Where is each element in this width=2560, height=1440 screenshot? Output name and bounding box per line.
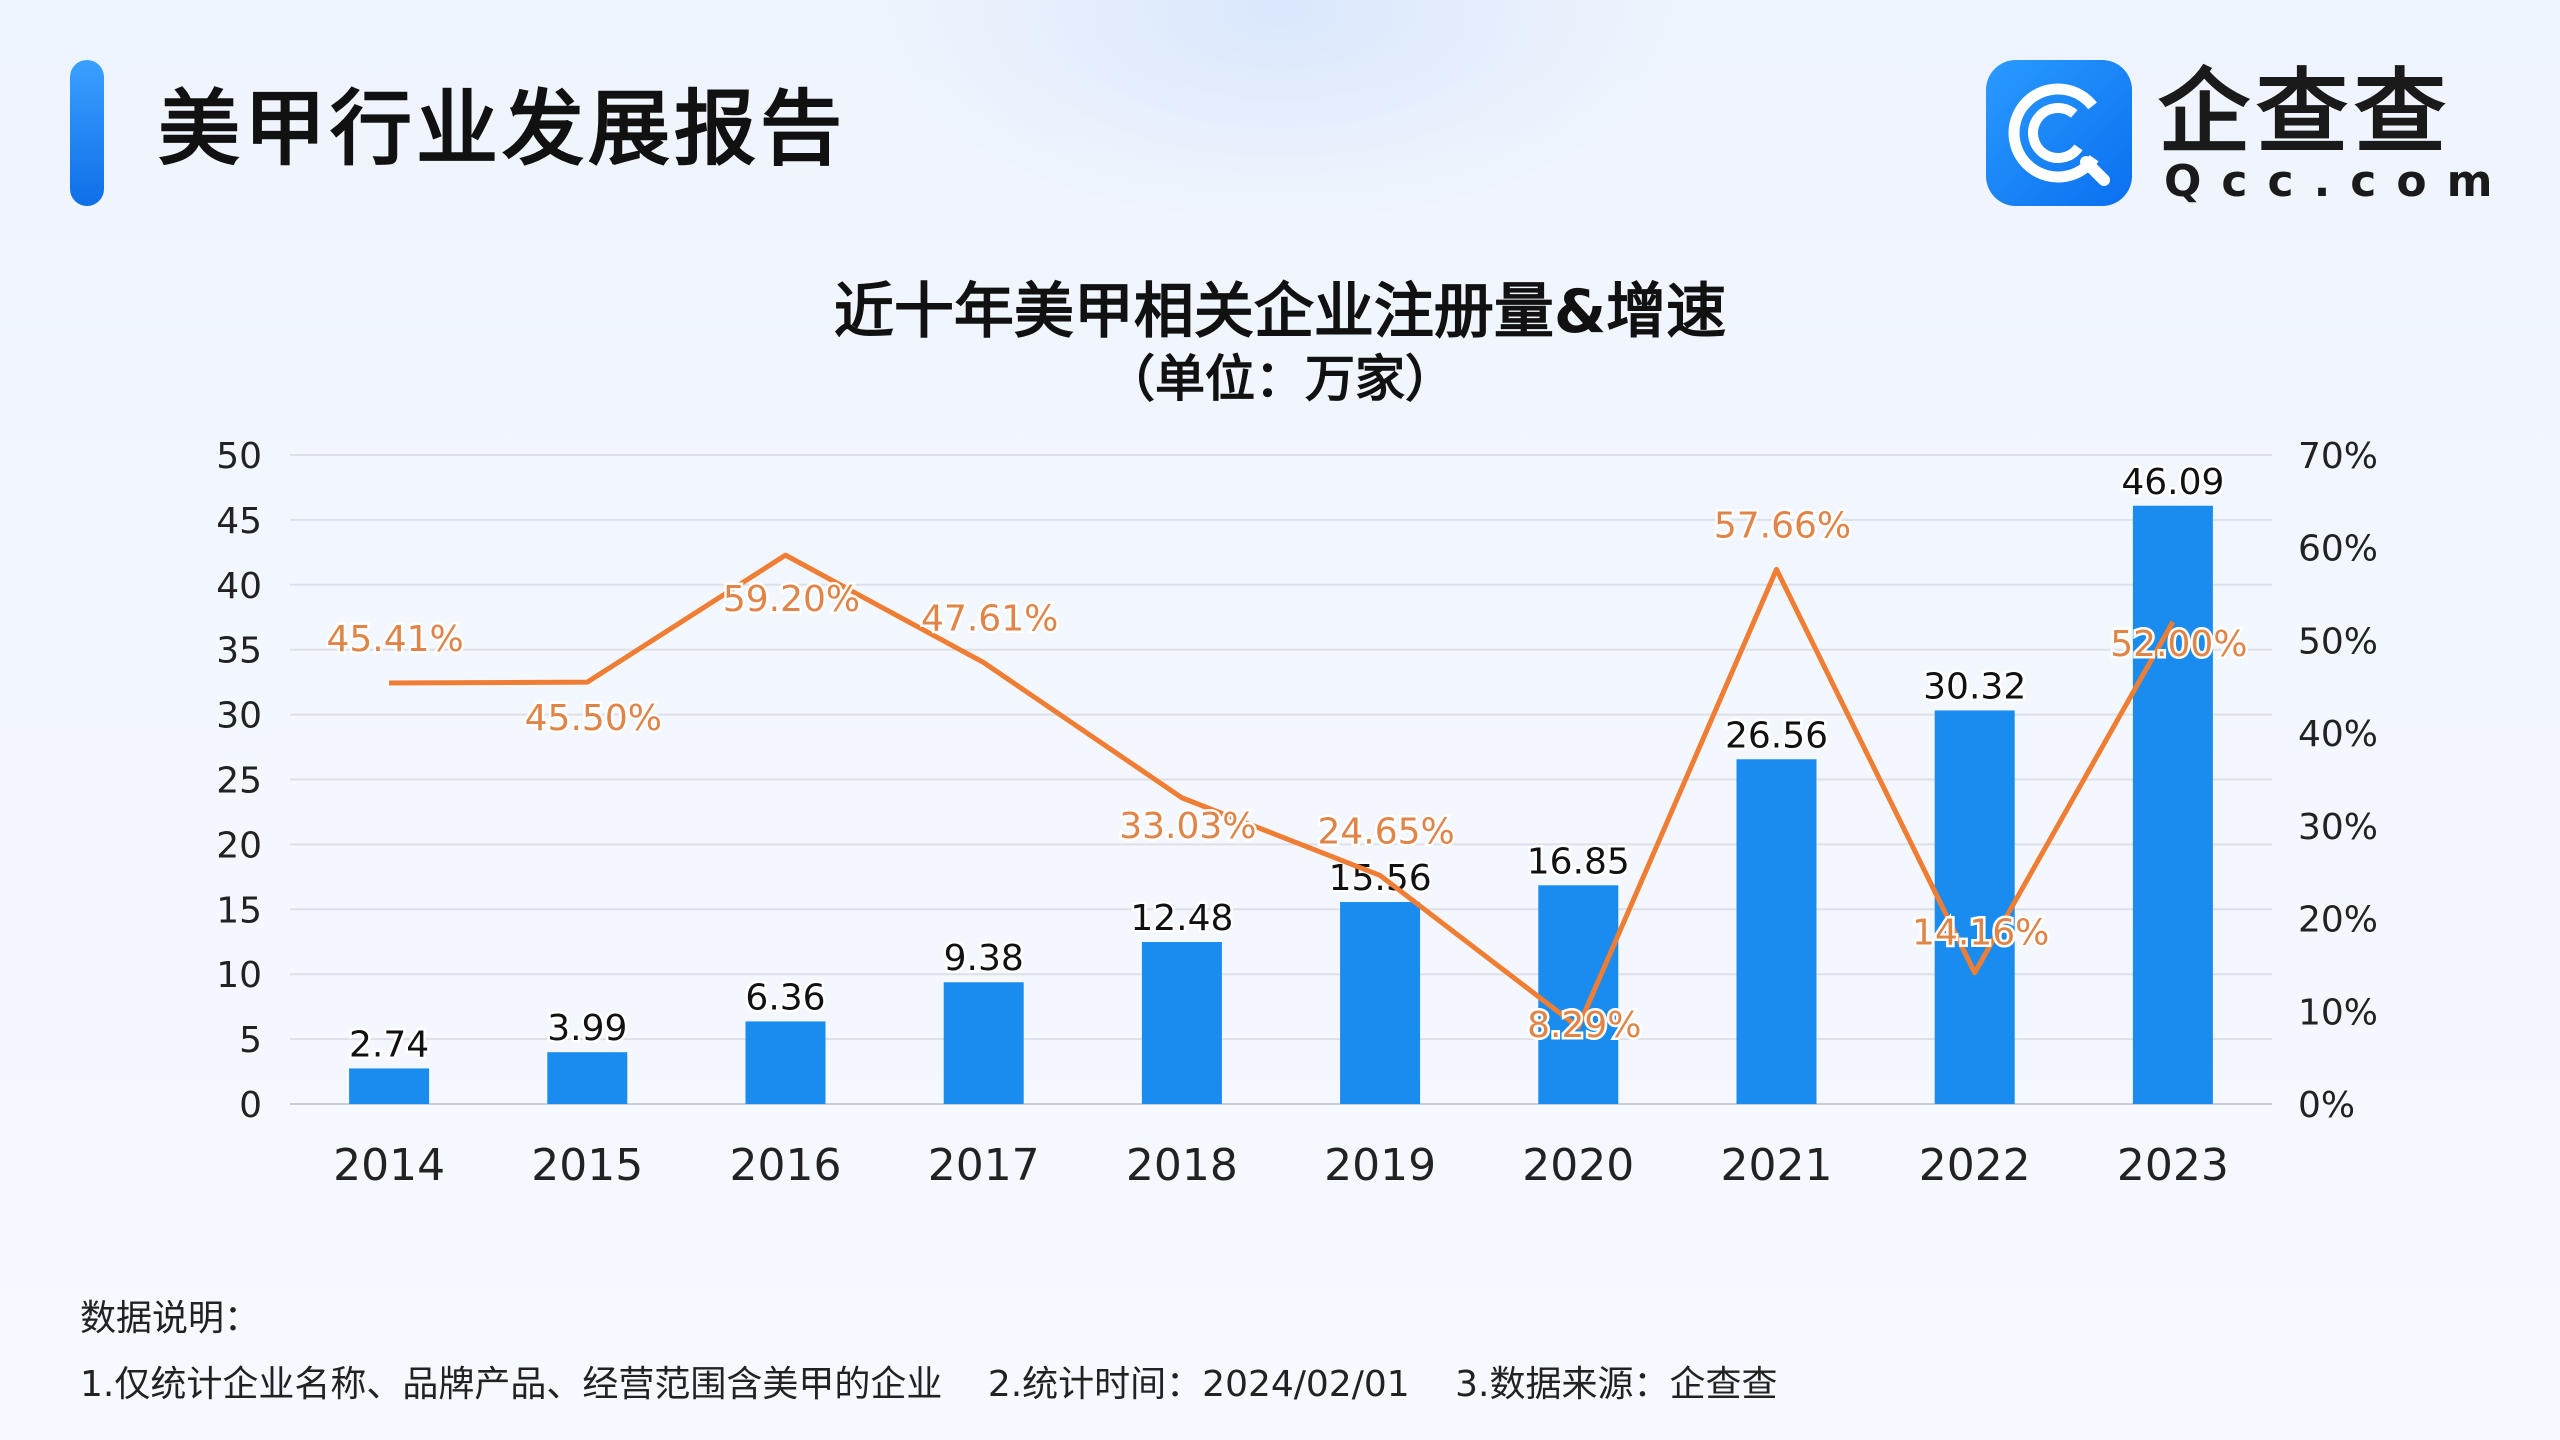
bar-value-label: 46.09	[2121, 462, 2224, 503]
bar-value-label: 26.56	[1725, 715, 1828, 756]
chart-subtitle: （单位：万家）	[1105, 350, 1455, 408]
bar-value-label: 6.36	[745, 977, 825, 1018]
y-right-tick-label: 10%	[2298, 992, 2378, 1033]
growth-value-label: 45.41%	[326, 619, 463, 660]
bar	[349, 1068, 430, 1104]
bar	[547, 1052, 628, 1104]
bar-value-label: 30.32	[1923, 666, 2026, 707]
notes-heading: 数据说明：	[80, 1298, 261, 1339]
growth-value-label: 14.16%	[1912, 913, 2049, 954]
y-right-tick-label: 70%	[2298, 436, 2378, 477]
x-tick-label: 2023	[2117, 1140, 2229, 1191]
y-right-tick-label: 20%	[2298, 900, 2378, 941]
logo-domain: Qcc.com	[2164, 156, 2513, 207]
bar-value-label: 2.74	[349, 1024, 429, 1065]
y-left-tick-label: 25	[216, 761, 262, 802]
bar-value-label: 16.85	[1527, 841, 1630, 882]
note-item: 3.数据来源：企查查	[1455, 1364, 1778, 1405]
growth-value-label: 52.00%	[2110, 624, 2247, 665]
bar	[1340, 902, 1421, 1104]
chart-title: 近十年美甲相关企业注册量&增速	[833, 277, 1727, 347]
bar-value-label: 3.99	[547, 1008, 627, 1049]
y-left-tick-label: 30	[216, 696, 262, 737]
bar	[745, 1021, 826, 1104]
y-left-tick-label: 5	[239, 1020, 262, 1061]
y-left-tick-label: 45	[216, 501, 262, 542]
y-left-tick-label: 40	[216, 566, 262, 607]
report-title: 美甲行业发展报告	[158, 82, 847, 177]
bar	[1141, 942, 1222, 1104]
logo-name: 企查查	[2158, 59, 2453, 166]
growth-value-label: 59.20%	[723, 579, 860, 620]
x-tick-label: 2020	[1522, 1140, 1634, 1191]
bar-value-label: 12.48	[1130, 898, 1233, 939]
note-item: 1.仅统计企业名称、品牌产品、经营范围含美甲的企业	[80, 1364, 943, 1405]
y-right-tick-label: 0%	[2298, 1085, 2355, 1126]
x-tick-label: 2014	[333, 1140, 445, 1191]
bar	[2132, 505, 2213, 1104]
y-right-tick-label: 60%	[2298, 529, 2378, 570]
growth-value-label: 45.50%	[525, 698, 662, 739]
qcc-logo-glyph	[2008, 83, 2110, 186]
x-tick-label: 2015	[531, 1140, 643, 1191]
x-tick-label: 2018	[1126, 1140, 1238, 1191]
y-left-tick-label: 15	[216, 890, 262, 931]
bar	[1538, 885, 1619, 1104]
bar	[1934, 710, 2015, 1104]
growth-value-label: 33.03%	[1119, 806, 1256, 847]
x-tick-label: 2016	[730, 1140, 842, 1191]
growth-value-label: 24.65%	[1317, 811, 1454, 852]
y-left-tick-label: 10	[216, 955, 262, 996]
y-left-tick-label: 20	[216, 825, 262, 866]
x-tick-label: 2022	[1919, 1140, 2031, 1191]
y-right-tick-label: 50%	[2298, 621, 2378, 662]
y-left-tick-label: 35	[216, 631, 262, 672]
note-item: 2.统计时间：2024/02/01	[987, 1364, 1410, 1405]
bar	[943, 982, 1024, 1104]
y-left-tick-label: 50	[216, 436, 262, 477]
growth-value-label: 47.61%	[921, 599, 1058, 640]
y-right-tick-label: 30%	[2298, 807, 2378, 848]
x-tick-label: 2019	[1324, 1140, 1436, 1191]
x-tick-label: 2021	[1721, 1140, 1833, 1191]
growth-value-label: 8.29%	[1527, 1005, 1641, 1046]
notes-line: 1.仅统计企业名称、品牌产品、经营范围含美甲的企业 2.统计时间：2024/02…	[80, 1360, 1811, 1410]
growth-value-label: 57.66%	[1714, 505, 1851, 546]
growth-line	[389, 552, 2176, 1030]
x-tick-label: 2017	[928, 1140, 1040, 1191]
bar	[1736, 759, 1817, 1104]
qcc-logo-icon	[1986, 60, 2132, 206]
y-right-tick-label: 40%	[2298, 714, 2378, 755]
y-left-tick-label: 0	[239, 1085, 262, 1126]
bar-value-label: 9.38	[944, 938, 1024, 979]
title-accent-bar	[70, 60, 104, 206]
